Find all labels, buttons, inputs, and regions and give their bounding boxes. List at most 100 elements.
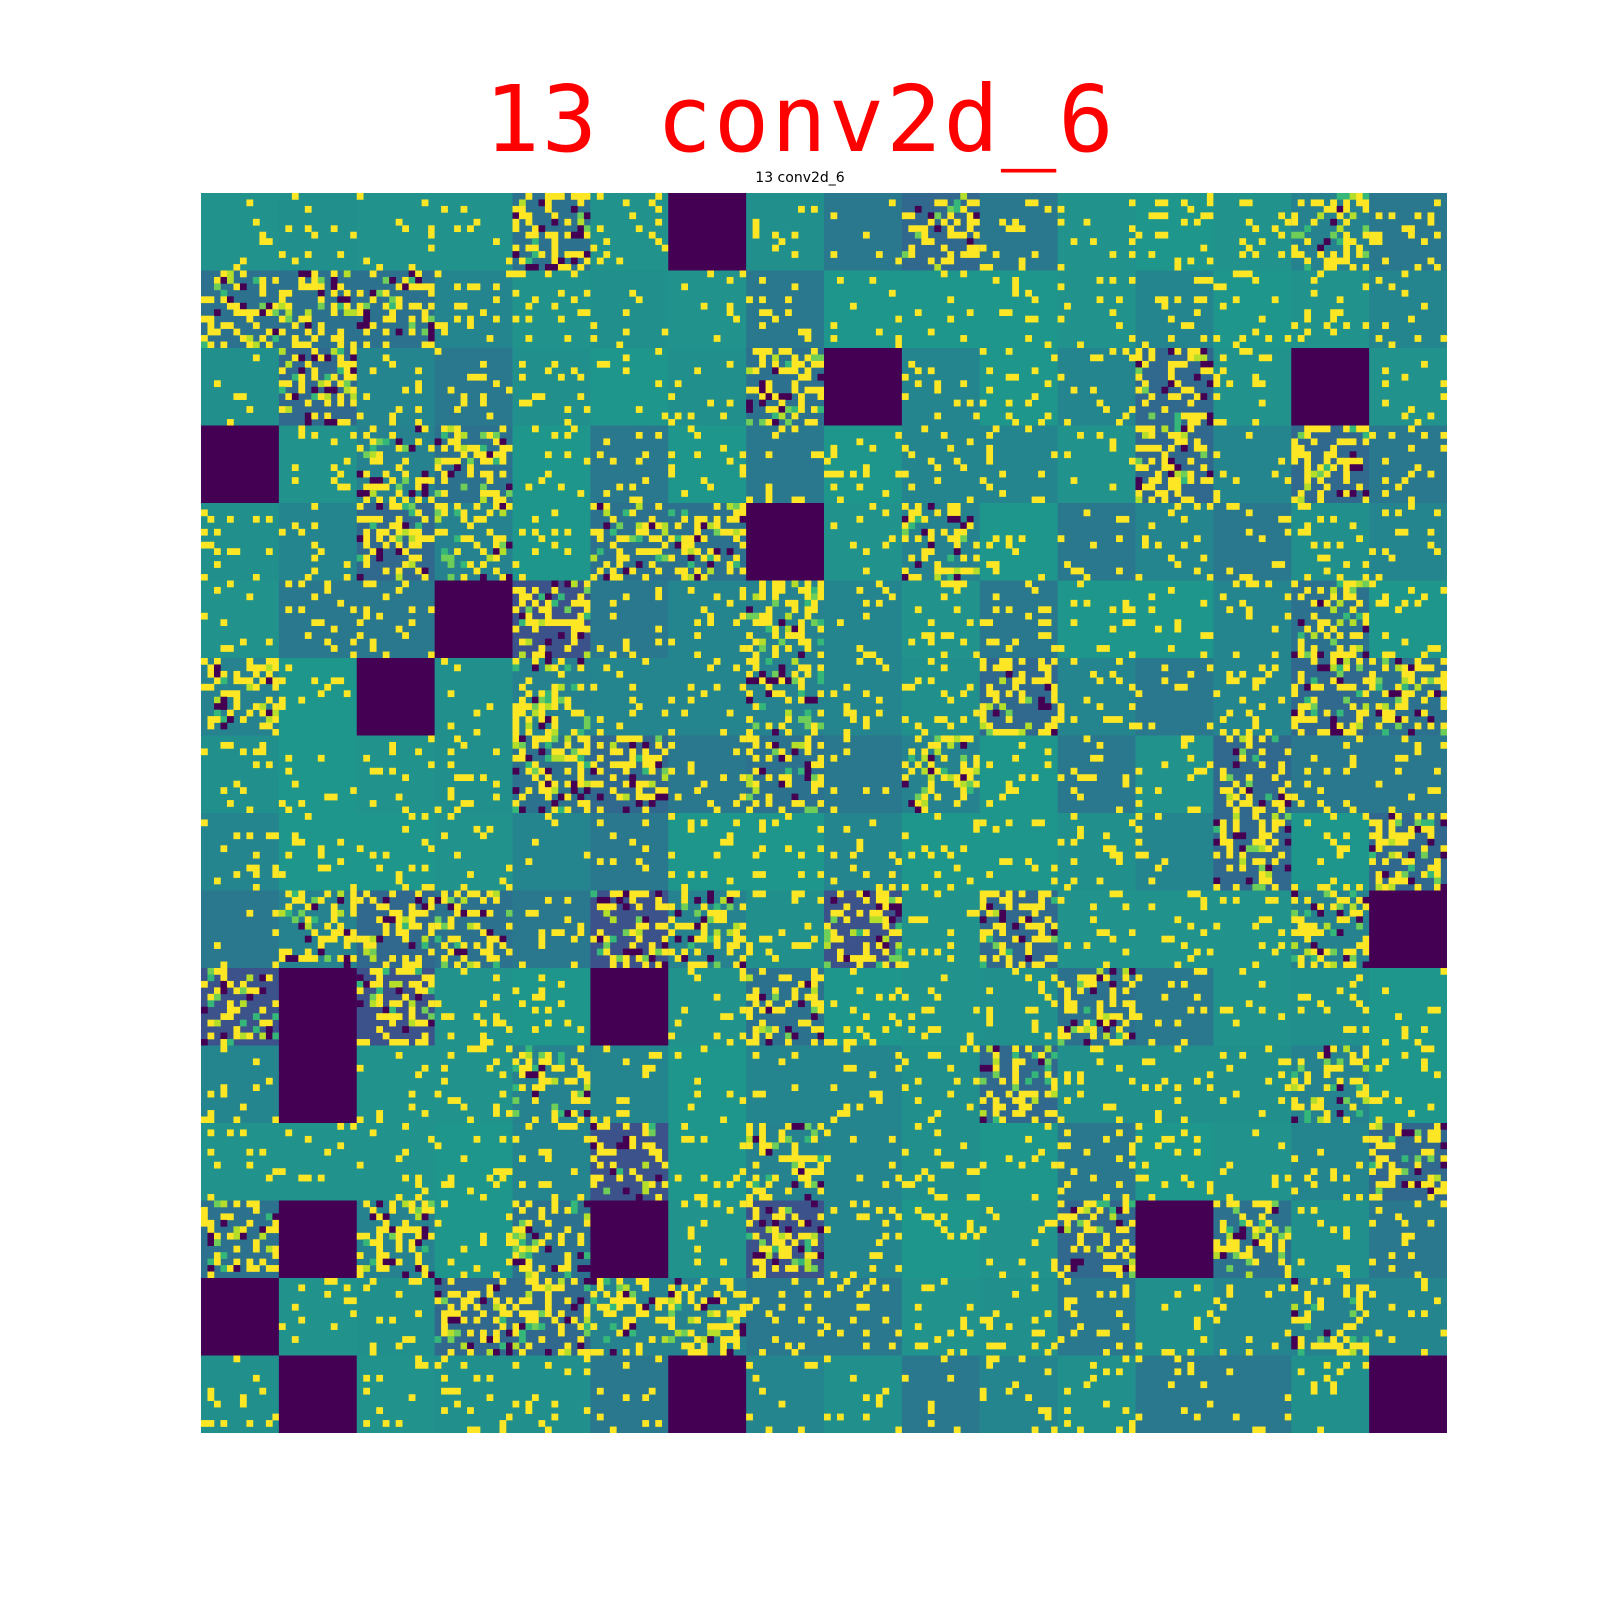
feature-map-tile — [824, 348, 903, 427]
feature-map-tile — [746, 890, 825, 969]
feature-map-tile — [979, 1200, 1059, 1279]
feature-map-tile — [1057, 1123, 1137, 1202]
feature-map-tile — [590, 968, 669, 1047]
feature-map-tile — [668, 193, 747, 272]
feature-map-tile — [746, 1045, 825, 1124]
feature-map-tile — [901, 890, 981, 969]
feature-map-tile — [356, 425, 436, 504]
feature-map-tile — [434, 270, 514, 349]
feature-map-tile — [668, 1278, 747, 1357]
feature-map-tile — [201, 1355, 280, 1433]
feature-map-tile — [278, 425, 358, 504]
feature-map-tile — [824, 580, 903, 659]
feature-map-tile — [356, 1278, 436, 1357]
feature-map-tile — [901, 193, 981, 272]
feature-map-tile — [590, 348, 669, 427]
feature-map-tile — [1369, 580, 1447, 659]
feature-map-tile — [1135, 735, 1214, 814]
feature-map-tile — [434, 1045, 514, 1124]
feature-map-tile — [1369, 1278, 1447, 1357]
feature-map-tile — [434, 1200, 514, 1279]
feature-map-tile — [1291, 968, 1370, 1047]
feature-map-tile — [278, 580, 358, 659]
feature-map-tile — [746, 1200, 825, 1279]
feature-map-tile — [590, 735, 669, 814]
feature-map-tile — [356, 813, 436, 892]
feature-map-tile — [434, 503, 514, 582]
feature-map-tile — [1135, 658, 1214, 737]
feature-map-tile — [1291, 1200, 1370, 1279]
feature-map-tile — [278, 1045, 358, 1124]
feature-map-tile — [278, 348, 358, 427]
feature-map-tile — [590, 890, 669, 969]
feature-map-tile — [512, 1123, 591, 1202]
feature-map-tile — [590, 270, 669, 349]
feature-map-tile — [901, 425, 981, 504]
feature-map-tile — [1135, 890, 1214, 969]
feature-map-tile — [1369, 270, 1447, 349]
feature-map-tile — [1057, 1045, 1137, 1124]
feature-map-tile — [1291, 270, 1370, 349]
feature-map-tile — [356, 658, 436, 737]
feature-map-tile — [1213, 580, 1292, 659]
feature-map-tile — [201, 348, 280, 427]
feature-map-tile — [979, 580, 1059, 659]
feature-map-tile — [201, 425, 280, 504]
feature-map-tile — [1135, 813, 1214, 892]
feature-map-tile — [1213, 270, 1292, 349]
feature-map-tile — [668, 813, 747, 892]
feature-map-tile — [1057, 270, 1137, 349]
feature-map-tile — [434, 735, 514, 814]
feature-map-tile — [1213, 813, 1292, 892]
feature-map-tile — [901, 1200, 981, 1279]
feature-map-tile — [901, 270, 981, 349]
feature-map-tile — [746, 193, 825, 272]
feature-map-tile — [278, 1278, 358, 1357]
feature-map-tile — [901, 1123, 981, 1202]
feature-map-tile — [746, 503, 825, 582]
feature-map-tile — [1135, 1355, 1214, 1433]
feature-map-tile — [824, 658, 903, 737]
feature-map-tile — [434, 1278, 514, 1357]
feature-map-tile — [824, 425, 903, 504]
feature-map-tile — [746, 580, 825, 659]
feature-map-tile — [512, 968, 591, 1047]
figure-title: 13 conv2d_6 — [755, 170, 845, 186]
feature-map-tile — [1135, 1045, 1214, 1124]
feature-map-tile — [1057, 1278, 1137, 1357]
feature-map-tile — [356, 1123, 436, 1202]
feature-map-tile — [1291, 1123, 1370, 1202]
feature-map-tile — [201, 890, 280, 969]
feature-map-tile — [201, 1045, 280, 1124]
feature-map-tile — [901, 503, 981, 582]
feature-map-tile — [201, 735, 280, 814]
feature-map-tile — [824, 1200, 903, 1279]
feature-map-tile — [1291, 1278, 1370, 1357]
overlay-title: 13 conv2d_6 — [484, 66, 1116, 173]
feature-map-tile — [512, 1045, 591, 1124]
feature-map-tile — [668, 1045, 747, 1124]
feature-map-tile — [434, 580, 514, 659]
feature-map-tile — [434, 968, 514, 1047]
feature-map-tile — [901, 968, 981, 1047]
feature-map-tile — [979, 1278, 1059, 1357]
feature-map-tile — [1291, 890, 1370, 969]
feature-map-tile — [668, 968, 747, 1047]
feature-map-tile — [979, 270, 1059, 349]
feature-map-tile — [434, 1123, 514, 1202]
feature-map-tile — [824, 813, 903, 892]
feature-map-tile — [901, 580, 981, 659]
feature-map-tile — [824, 193, 903, 272]
feature-map-tile — [512, 1200, 591, 1279]
feature-map-tile — [901, 1045, 981, 1124]
feature-map-tile — [512, 348, 591, 427]
feature-map-tile — [1291, 193, 1370, 272]
feature-map-tile — [201, 968, 280, 1047]
feature-map-tile — [590, 1200, 669, 1279]
feature-map-tile — [1135, 348, 1214, 427]
feature-map-tile — [1369, 193, 1447, 272]
feature-map-tile — [979, 890, 1059, 969]
feature-map-tile — [1213, 968, 1292, 1047]
feature-map-tile — [434, 193, 514, 272]
